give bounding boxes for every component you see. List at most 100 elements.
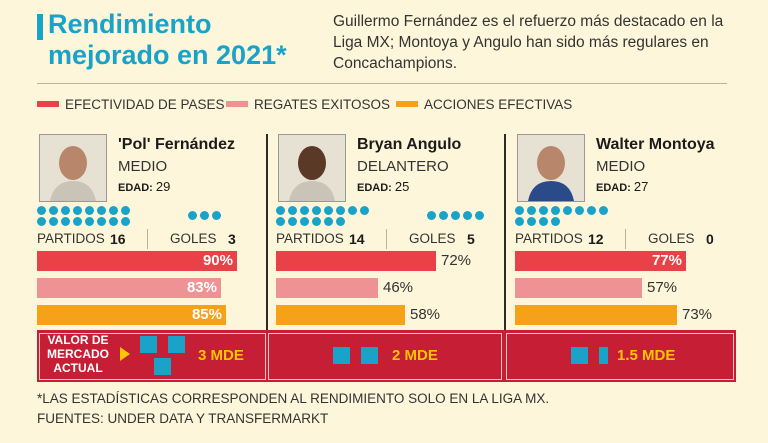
source-note: FUENTES: UNDER DATA Y TRANSFERMARKT	[37, 411, 329, 426]
data-label: 90%	[202, 252, 233, 269]
player-name: Walter Montoya	[596, 136, 715, 153]
partido-dot	[539, 206, 548, 215]
data-label: 46%	[383, 279, 414, 296]
stat-separator	[147, 229, 148, 249]
partidos-dots	[515, 217, 560, 226]
legend-item-pases: EFECTIVIDAD DE PASES	[37, 95, 225, 113]
age-label: EDAD:	[596, 182, 634, 194]
partido-dot	[551, 206, 560, 215]
partido-dot	[97, 217, 106, 226]
partido-dot	[37, 217, 46, 226]
partidos-label: PARTIDOS	[276, 231, 344, 246]
data-label: 83%	[186, 279, 217, 296]
partido-dot	[515, 206, 524, 215]
partido-dot	[73, 206, 82, 215]
partido-dot	[527, 217, 536, 226]
market-box	[506, 333, 734, 380]
partidos-dots	[37, 217, 130, 226]
column-divider	[266, 134, 268, 330]
goles-dots	[427, 211, 484, 220]
column-divider	[504, 134, 506, 330]
age-label: EDAD:	[118, 182, 156, 194]
legend-swatch-pases	[37, 101, 59, 107]
legend-swatch-regates	[226, 101, 248, 107]
data-label: 85%	[191, 306, 222, 323]
partido-dot	[61, 217, 70, 226]
gol-dot	[475, 211, 484, 220]
bar	[276, 251, 436, 271]
data-label: 77%	[651, 252, 682, 269]
gol-dot	[439, 211, 448, 220]
partido-dot	[300, 217, 309, 226]
footnote: *LAS ESTADÍSTICAS CORRESPONDEN AL RENDIM…	[37, 391, 550, 406]
partidos-dots	[515, 206, 608, 215]
goles-value: 0	[706, 231, 714, 247]
partido-dot	[563, 206, 572, 215]
market-square-icon	[599, 347, 608, 364]
partidos-label: PARTIDOS	[515, 231, 583, 246]
partido-dot	[85, 217, 94, 226]
partido-dot	[527, 206, 536, 215]
player-position: DELANTERO	[357, 158, 449, 175]
gol-dot	[427, 211, 436, 220]
partido-dot	[312, 206, 321, 215]
stat-separator	[625, 229, 626, 249]
partido-dot	[288, 206, 297, 215]
player-photo-angulo	[278, 134, 346, 202]
partido-dot	[360, 206, 369, 215]
arrow-right-icon	[120, 347, 130, 361]
bar	[515, 251, 686, 271]
partido-dot	[587, 206, 596, 215]
partido-dot	[551, 217, 560, 226]
gol-dot	[200, 211, 209, 220]
gol-dot	[463, 211, 472, 220]
legend-item-acciones: ACCIONES EFECTIVAS	[396, 95, 572, 113]
partido-dot	[324, 206, 333, 215]
partido-dot	[599, 206, 608, 215]
gol-dot	[188, 211, 197, 220]
partidos-value: 14	[349, 231, 365, 247]
bar	[37, 305, 226, 325]
market-square-icon	[168, 336, 185, 353]
legend-label-acciones: ACCIONES EFECTIVAS	[424, 96, 573, 112]
legend-label-regates: REGATES EXITOSOS	[254, 96, 391, 112]
goles-dots	[188, 211, 221, 220]
goles-label: GOLES	[170, 231, 217, 246]
age-value: 27	[633, 179, 649, 194]
goles-label: GOLES	[409, 231, 456, 246]
age-label: EDAD:	[357, 182, 395, 194]
market-square-icon	[154, 358, 171, 375]
partido-dot	[49, 217, 58, 226]
goles-value: 3	[228, 231, 236, 247]
partido-dot	[61, 206, 70, 215]
goles-label: GOLES	[648, 231, 695, 246]
stat-separator	[386, 229, 387, 249]
partido-dot	[336, 206, 345, 215]
market-box	[268, 333, 502, 380]
player-position: MEDIO	[118, 158, 168, 175]
partido-dot	[348, 206, 357, 215]
title-accent-bar	[37, 14, 43, 40]
partido-dot	[276, 206, 285, 215]
player-position: MEDIO	[596, 158, 646, 175]
player-age: EDAD: 29	[118, 179, 170, 194]
market-value: 1.5 MDE	[617, 347, 676, 364]
market-square-icon	[361, 347, 378, 364]
partido-dot	[109, 206, 118, 215]
partido-dot	[288, 217, 297, 226]
market-box	[39, 333, 266, 380]
market-square-icon	[571, 347, 588, 364]
chart-title: Rendimiento mejorado en 2021*	[48, 9, 287, 70]
partido-dot	[49, 206, 58, 215]
partidos-label: PARTIDOS	[37, 231, 105, 246]
data-label: 57%	[647, 279, 678, 296]
bar	[515, 278, 642, 298]
partido-dot	[109, 217, 118, 226]
goles-value: 5	[467, 231, 475, 247]
chart-subtitle: Guillermo Fernández es el refuerzo más d…	[333, 13, 724, 72]
partido-dot	[312, 217, 321, 226]
data-label: 73%	[682, 306, 713, 323]
player-photo-montoya	[517, 134, 585, 202]
bar	[37, 251, 237, 271]
legend-swatch-acciones	[396, 101, 418, 107]
